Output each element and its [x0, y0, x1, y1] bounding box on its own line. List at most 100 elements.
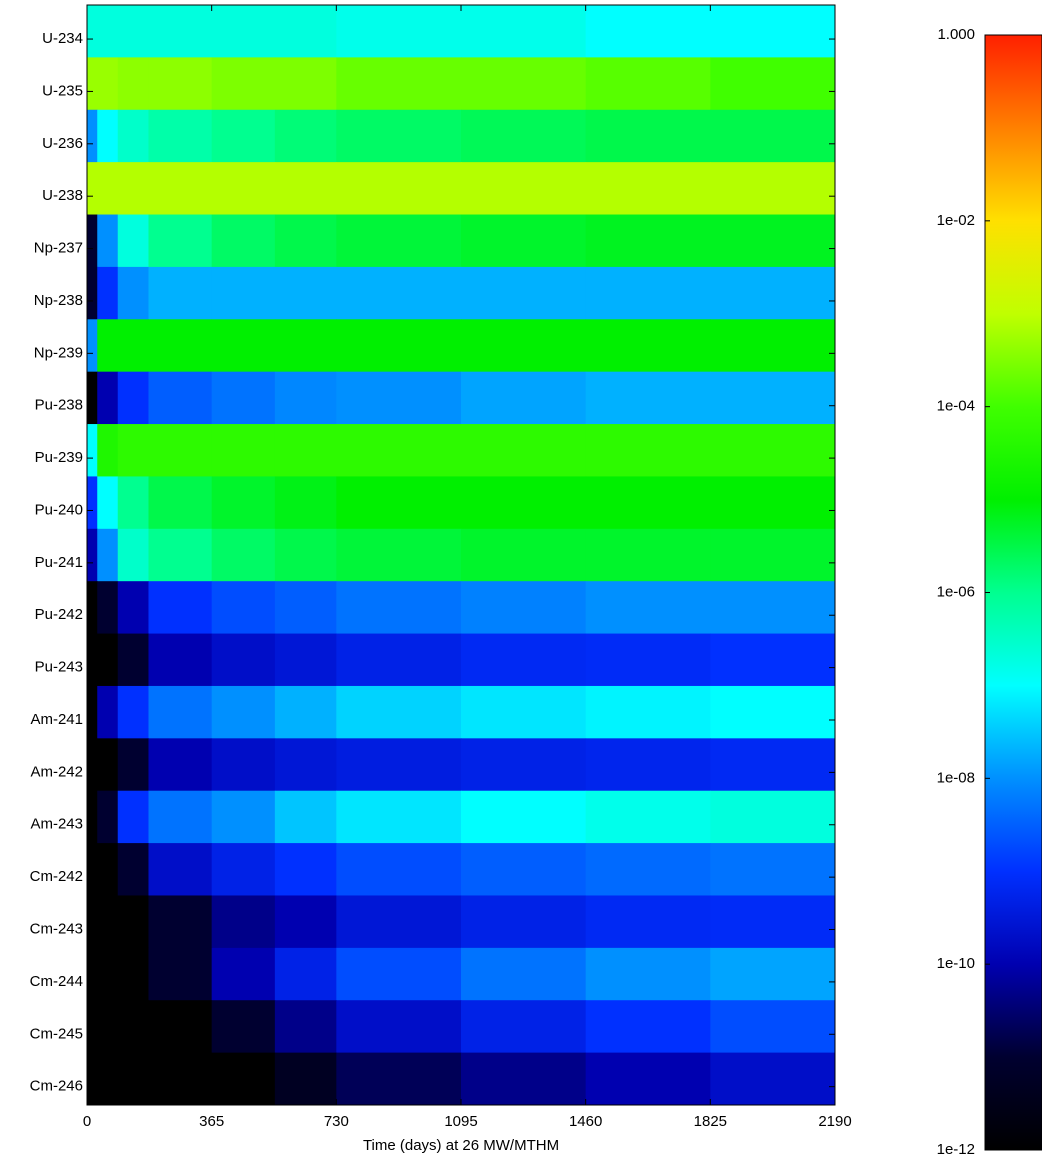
heatmap-cell	[274, 738, 337, 792]
heatmap-cell	[148, 528, 213, 582]
heatmap-cell	[336, 214, 462, 268]
y-tick-label: Am-241	[30, 711, 83, 728]
heatmap-cell	[87, 843, 98, 896]
y-tick-label: Pu-238	[35, 397, 83, 414]
heatmap-cell	[211, 214, 276, 268]
heatmap-cell	[97, 57, 119, 111]
heatmap-cell	[336, 1052, 462, 1106]
heatmap-cell	[585, 738, 711, 792]
heatmap-cell	[461, 162, 587, 216]
heatmap-cell	[87, 57, 98, 111]
heatmap-cell	[336, 476, 462, 530]
heatmap-cell	[461, 319, 587, 373]
heatmap-cell	[710, 319, 836, 373]
heatmap-cell	[336, 266, 462, 320]
heatmap-cell	[148, 895, 213, 949]
heatmap-cell	[148, 738, 213, 792]
heatmap-cell	[274, 162, 337, 216]
heatmap-cell	[97, 1052, 119, 1106]
heatmap-cell	[336, 162, 462, 216]
heatmap-cell	[585, 266, 711, 320]
y-tick-label: Cm-246	[30, 1078, 83, 1095]
y-tick-label: Cm-243	[30, 920, 83, 937]
heatmap-cell	[461, 895, 587, 949]
heatmap-cell	[148, 371, 213, 425]
heatmap-cell	[585, 1000, 711, 1054]
y-tick-label: Cm-244	[30, 973, 83, 990]
heatmap-cell	[211, 476, 276, 530]
heatmap-cell	[461, 214, 587, 268]
heatmap-cell	[461, 1052, 587, 1106]
heatmap-cell	[274, 790, 337, 844]
heatmap-cell	[710, 633, 836, 687]
x-tick-label: 1095	[444, 1113, 477, 1130]
heatmap-cell	[710, 581, 836, 635]
heatmap-cell	[274, 5, 337, 58]
heatmap-cell	[461, 790, 587, 844]
heatmap-cell	[710, 528, 836, 582]
heatmap-cell	[585, 1052, 711, 1106]
y-tick-label: Np-239	[34, 344, 83, 361]
heatmap-cell	[87, 424, 98, 477]
heatmap-cell	[117, 685, 149, 739]
heatmap-cell	[117, 319, 149, 373]
heatmap-cell	[97, 685, 119, 739]
heatmap-cell	[87, 738, 98, 792]
heatmap-cell	[274, 895, 337, 949]
heatmap-cell	[461, 738, 587, 792]
heatmap-cell	[87, 214, 98, 268]
heatmap-cell	[117, 57, 149, 111]
heatmap-cell	[461, 5, 587, 58]
heatmap-cell	[87, 1052, 98, 1106]
heatmap-cell	[585, 528, 711, 582]
heatmap	[87, 5, 836, 1106]
heatmap-cell	[117, 528, 149, 582]
heatmap-cell	[336, 1000, 462, 1054]
heatmap-cell	[336, 947, 462, 1001]
heatmap-cell	[148, 424, 213, 477]
heatmap-cell	[148, 790, 213, 844]
heatmap-cell	[211, 266, 276, 320]
heatmap-cell	[148, 1000, 213, 1054]
heatmap-cell	[211, 790, 276, 844]
heatmap-cell	[148, 843, 213, 896]
y-tick-label: Pu-240	[35, 501, 83, 518]
heatmap-cell	[97, 319, 119, 373]
heatmap-cell	[211, 371, 276, 425]
heatmap-cell	[710, 476, 836, 530]
heatmap-cell	[97, 633, 119, 687]
heatmap-cell	[211, 1000, 276, 1054]
heatmap-cell	[117, 5, 149, 58]
heatmap-cell	[461, 424, 587, 477]
heatmap-cell	[274, 528, 337, 582]
heatmap-cell	[461, 581, 587, 635]
heatmap-cell	[710, 1052, 836, 1106]
heatmap-cell	[117, 843, 149, 896]
heatmap-cell	[585, 685, 711, 739]
heatmap-cell	[336, 685, 462, 739]
heatmap-cell	[97, 528, 119, 582]
y-tick-label: U-236	[42, 135, 83, 152]
x-tick-label: 1825	[694, 1113, 727, 1130]
heatmap-cell	[87, 266, 98, 320]
heatmap-cell	[461, 57, 587, 111]
heatmap-cell	[97, 1000, 119, 1054]
y-tick-label: Pu-243	[35, 659, 83, 676]
heatmap-cell	[336, 790, 462, 844]
heatmap-cell	[148, 319, 213, 373]
colorbar-tick-label: 1e-06	[937, 583, 975, 600]
heatmap-cell	[336, 528, 462, 582]
heatmap-cell	[117, 1000, 149, 1054]
heatmap-cell	[148, 162, 213, 216]
heatmap-cell	[461, 685, 587, 739]
heatmap-cell	[710, 895, 836, 949]
colorbar-tick-label: 1e-02	[937, 212, 975, 229]
heatmap-cell	[117, 476, 149, 530]
heatmap-cell	[710, 371, 836, 425]
heatmap-cell	[336, 581, 462, 635]
x-tick-label: 1460	[569, 1113, 602, 1130]
heatmap-cell	[274, 947, 337, 1001]
heatmap-cell	[710, 162, 836, 216]
colorbar-tick-label: 1e-08	[937, 769, 975, 786]
